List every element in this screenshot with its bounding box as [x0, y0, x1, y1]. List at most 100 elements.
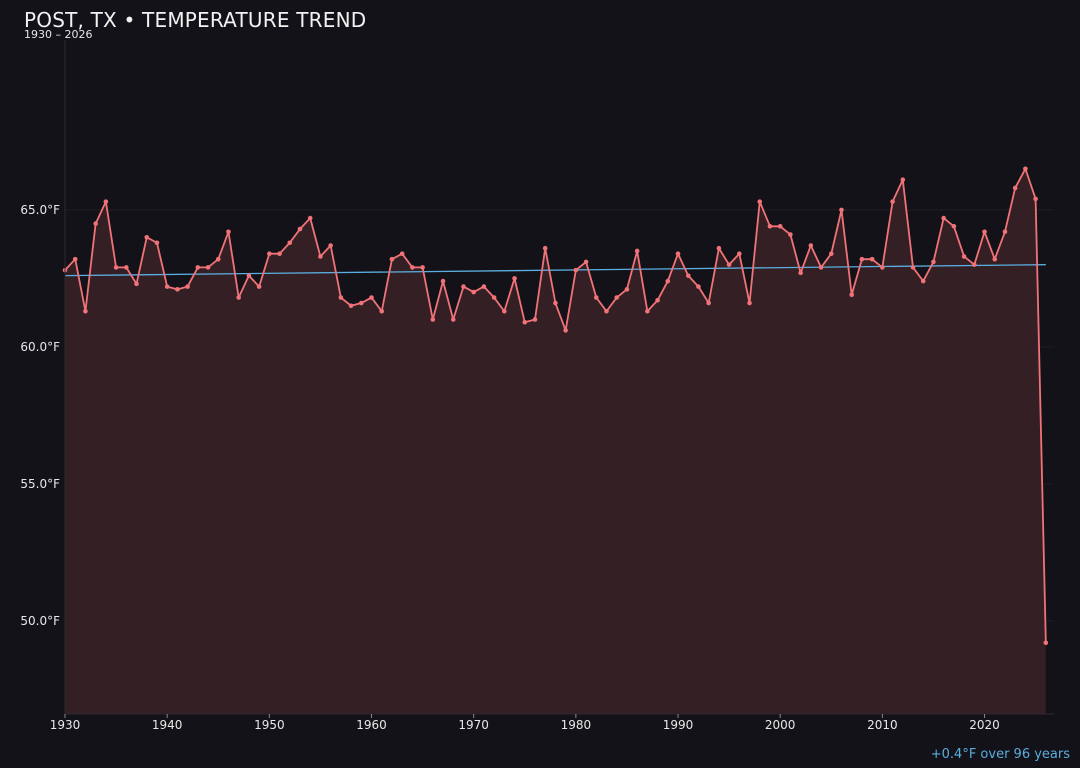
- data-point: [83, 308, 88, 314]
- data-point: [757, 199, 763, 204]
- data-point: [144, 234, 150, 240]
- x-tick-label: 1950: [254, 718, 285, 732]
- data-point: [195, 265, 201, 270]
- chart-subtitle: 1930 – 2026: [24, 28, 93, 41]
- data-point: [307, 215, 313, 221]
- data-point: [328, 243, 333, 248]
- y-tick-label: 50.0°F: [20, 614, 60, 628]
- data-point: [798, 270, 803, 276]
- data-point: [1023, 166, 1028, 172]
- data-point: [430, 317, 436, 322]
- data-point: [205, 265, 211, 270]
- data-point: [869, 256, 875, 262]
- data-point: [215, 256, 221, 262]
- x-tick-label: 1980: [561, 718, 592, 732]
- x-tick-label: 2020: [969, 718, 1000, 732]
- data-point: [665, 278, 671, 284]
- data-point: [164, 284, 170, 289]
- data-point: [461, 284, 466, 289]
- trend-annotation: +0.4°F over 96 years: [930, 747, 1070, 762]
- axes: [64, 40, 1054, 715]
- data-point: [338, 295, 344, 300]
- data-point: [358, 300, 364, 306]
- x-tick-label: 1990: [663, 718, 694, 732]
- data-point: [920, 278, 926, 284]
- data-point: [512, 276, 517, 281]
- data-point: [369, 295, 374, 300]
- data-point: [175, 287, 180, 292]
- series-area-fill: [65, 168, 1046, 714]
- data-point: [420, 265, 425, 270]
- data-point: [675, 251, 681, 257]
- data-point: [900, 177, 906, 183]
- data-point: [287, 240, 293, 246]
- data-point: [808, 243, 814, 248]
- data-point: [788, 232, 793, 237]
- data-point: [706, 300, 711, 306]
- data-point: [726, 262, 732, 267]
- data-point: [246, 273, 252, 278]
- data-point: [737, 251, 742, 257]
- x-tick-label: 1940: [152, 718, 183, 732]
- data-point: [685, 273, 691, 278]
- data-point: [696, 284, 701, 289]
- data-point: [777, 224, 783, 229]
- data-point: [502, 308, 507, 314]
- data-point: [634, 248, 640, 254]
- data-point: [1043, 640, 1049, 646]
- y-tick-label: 60.0°F: [20, 340, 60, 354]
- data-point: [604, 308, 609, 314]
- data-point: [399, 251, 405, 257]
- x-tick-label: 2010: [867, 718, 898, 732]
- data-point: [542, 245, 548, 251]
- data-point: [910, 265, 916, 270]
- data-point: [583, 259, 589, 265]
- data-point: [93, 221, 98, 226]
- y-tick-label: 55.0°F: [20, 477, 60, 491]
- x-axis-ticks: 1930 1940 1950 1960 1970 1980 1990 2000 2010 2020: [50, 714, 1000, 732]
- data-point: [379, 308, 385, 314]
- data-point: [450, 317, 456, 322]
- x-tick-label: 1960: [356, 718, 387, 732]
- data-point: [624, 287, 630, 292]
- data-point: [491, 295, 497, 300]
- data-point: [614, 295, 620, 300]
- data-point: [747, 300, 752, 306]
- data-point: [593, 295, 599, 300]
- chart-title: POST, TX • TEMPERATURE TREND: [24, 8, 367, 32]
- data-point: [1012, 185, 1018, 191]
- data-point: [982, 229, 987, 235]
- data-point: [72, 256, 78, 262]
- y-tick-label: 65.0°F: [20, 203, 60, 217]
- data-point: [951, 224, 957, 229]
- data-point: [859, 256, 865, 262]
- data-point: [185, 284, 190, 289]
- data-point: [941, 215, 946, 221]
- data-point: [297, 226, 303, 232]
- data-point: [839, 207, 844, 213]
- data-point: [818, 265, 824, 270]
- x-tick-label: 1970: [458, 718, 489, 732]
- x-tick-label: 1930: [50, 718, 81, 732]
- data-point: [931, 259, 936, 265]
- data-point: [961, 254, 967, 259]
- data-point: [1002, 229, 1008, 235]
- data-point: [318, 254, 323, 259]
- data-point: [522, 319, 528, 325]
- data-point: [389, 256, 395, 262]
- data-point: [563, 328, 568, 333]
- data-point: [1033, 196, 1038, 202]
- data-point: [849, 292, 855, 298]
- data-point: [573, 267, 579, 273]
- data-point: [348, 303, 354, 309]
- data-point: [655, 297, 660, 303]
- data-points: [62, 166, 1049, 646]
- data-point: [103, 199, 109, 204]
- data-point: [890, 199, 895, 204]
- data-point: [481, 284, 487, 289]
- data-point: [256, 284, 262, 289]
- data-point: [277, 251, 282, 257]
- data-point: [134, 281, 139, 287]
- data-point: [645, 308, 650, 314]
